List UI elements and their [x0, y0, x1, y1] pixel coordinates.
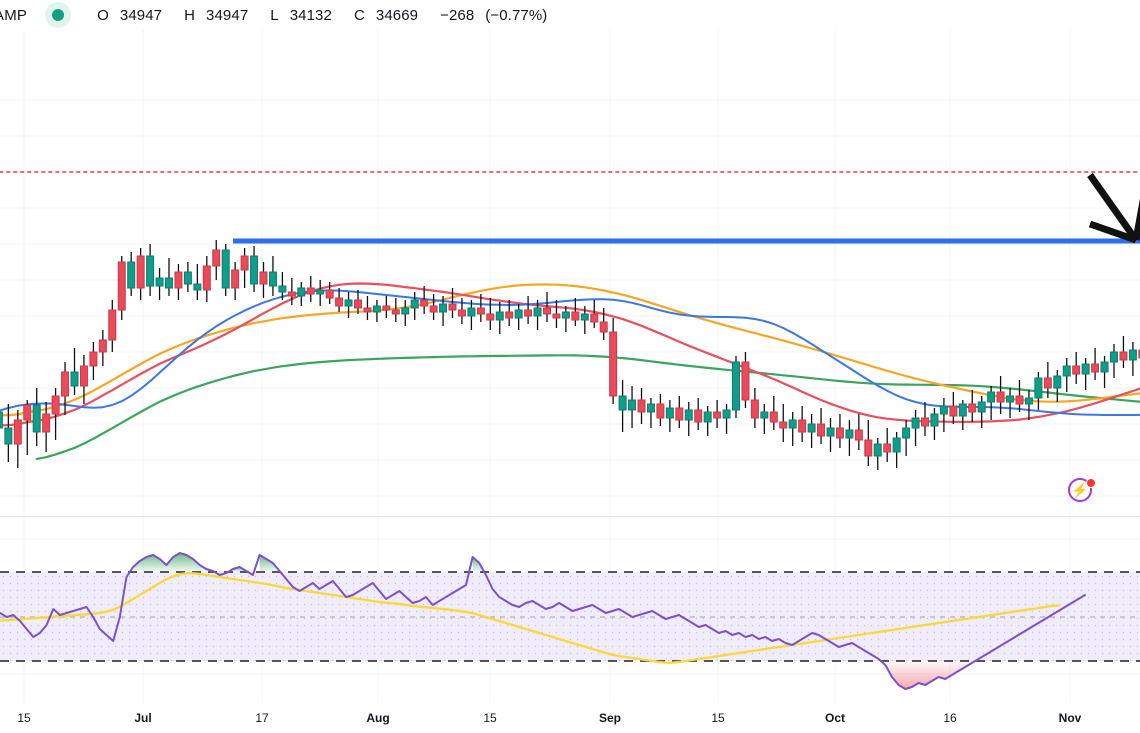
low-value: L 34132: [270, 6, 332, 24]
time-axis-tick: 15: [483, 711, 497, 725]
lightning-bolt-icon: ⚡: [1071, 482, 1089, 498]
time-axis-tick: 15: [17, 711, 31, 725]
time-axis-tick: 15: [711, 711, 725, 725]
time-axis-tick: Nov: [1058, 711, 1082, 725]
candlestick-chart: [0, 30, 1140, 516]
down-right-arrow-icon: [1087, 172, 1140, 244]
time-axis-tick: Sep: [598, 711, 622, 725]
time-axis-tick: 16: [943, 711, 957, 725]
time-axis: 15 Jul 17 Aug 15 Sep 15 Oct 16 Nov: [0, 703, 1140, 733]
ohlc-values: O 34947 H 34947 L 34132 C 34669 −268 (−0.77%): [97, 7, 558, 24]
oscillator-chart: [0, 517, 1140, 703]
alert-bolt-button[interactable]: ⚡: [1068, 478, 1096, 506]
panel-divider: [0, 516, 1140, 517]
open-value: O 34947: [97, 6, 163, 24]
time-axis-tick: Aug: [366, 711, 390, 725]
indicator-panel[interactable]: [0, 517, 1140, 703]
high-value: H 34947: [184, 6, 249, 24]
symbol-label: AMP: [0, 6, 28, 24]
change-percent-value: (−0.77%): [485, 6, 548, 24]
time-axis-tick: 17: [255, 711, 269, 725]
status-dot-icon: [52, 9, 65, 21]
change-value: −268: [440, 6, 475, 24]
price-panel[interactable]: [0, 30, 1140, 516]
time-axis-tick: Jul: [134, 711, 152, 725]
notification-dot-icon: [1086, 478, 1096, 488]
time-axis-tick: Oct: [824, 711, 846, 725]
close-value: C 34669: [353, 6, 419, 24]
market-status-indicator: [45, 2, 72, 28]
